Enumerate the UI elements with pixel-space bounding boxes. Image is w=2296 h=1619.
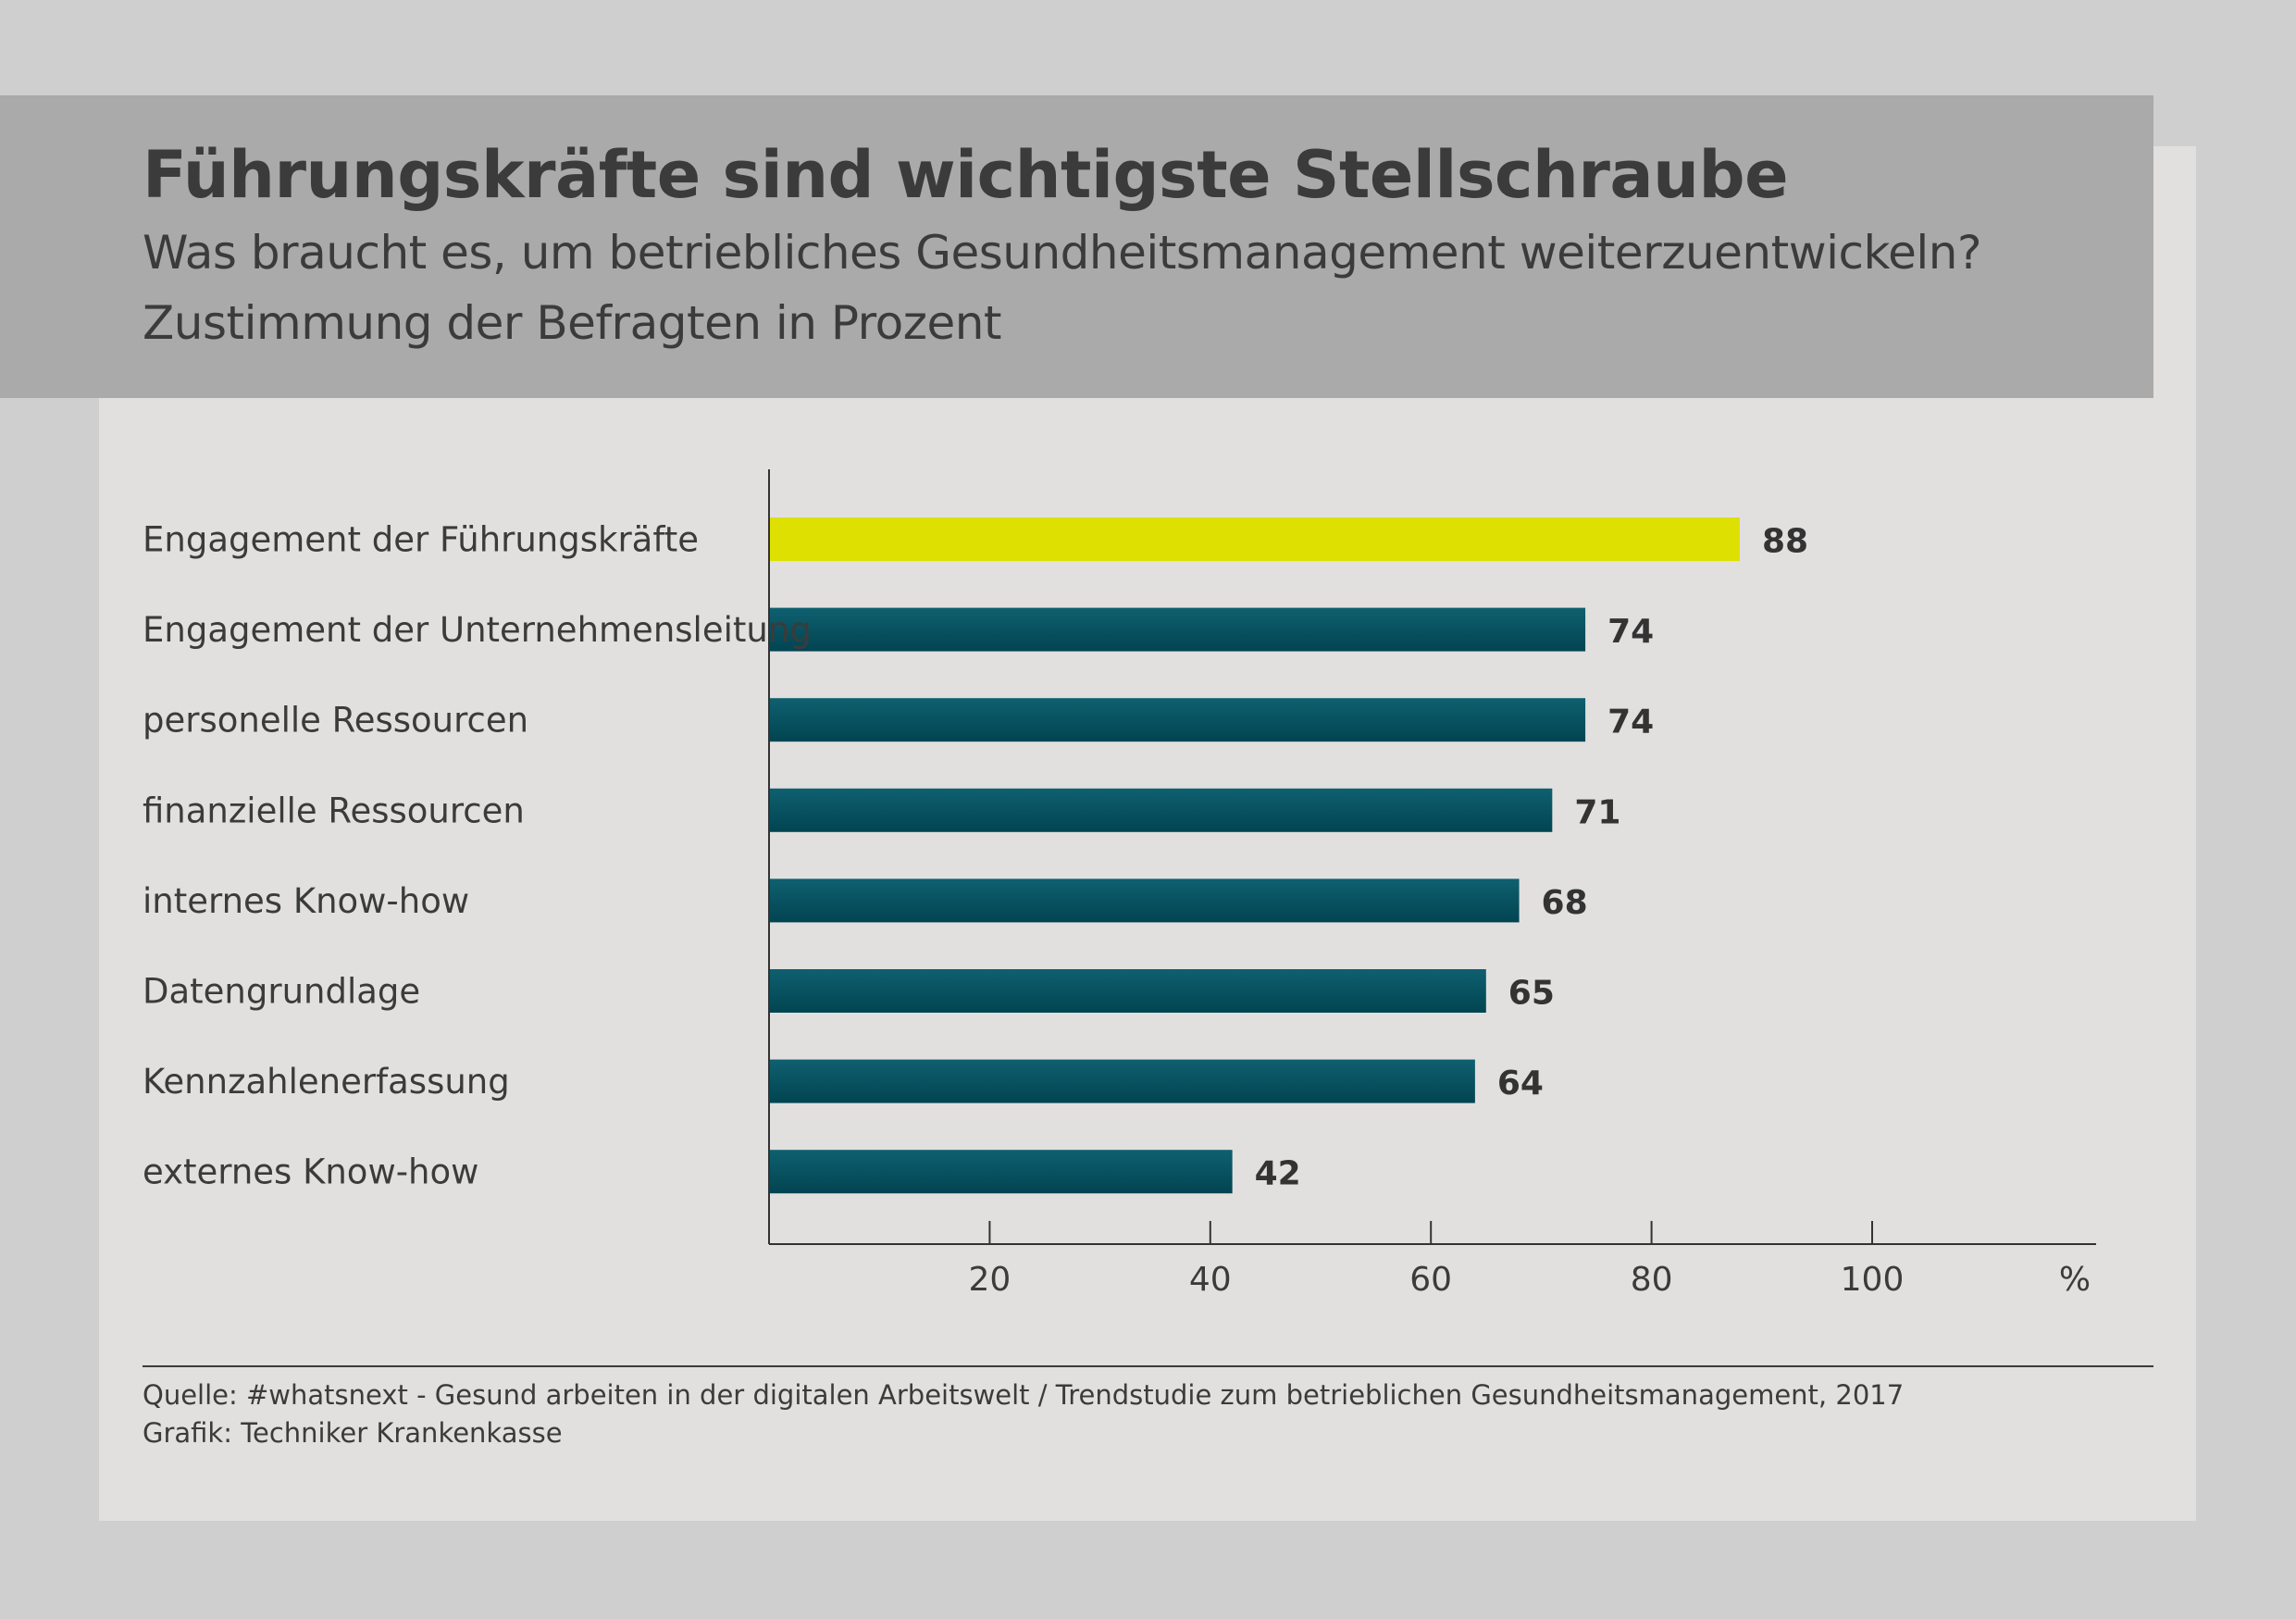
value-label: 74 (1607, 613, 1654, 651)
value-label: 42 (1255, 1155, 1301, 1193)
bar (769, 969, 1486, 1013)
x-tick-label: 60 (1409, 1261, 1452, 1299)
value-label: 64 (1497, 1065, 1544, 1102)
bar (769, 788, 1553, 832)
x-tick-label: 80 (1631, 1261, 1673, 1299)
category-label: Engagement der Unternehmensleitung (143, 610, 812, 650)
source-note: Quelle: #whatsnext - Gesund arbeiten in … (143, 1379, 1905, 1411)
chart-subtitle: Was braucht es, um betriebliches Gesundh… (143, 226, 1982, 280)
x-tick-label: 40 (1189, 1261, 1232, 1299)
x-tick-label: 100 (1841, 1261, 1905, 1299)
x-tick-label: 20 (968, 1261, 1011, 1299)
x-unit-label: % (2059, 1261, 2091, 1299)
category-label: Datengrundlage (143, 972, 420, 1012)
bar (769, 878, 1520, 923)
category-label: Kennzahlenerfassung (143, 1062, 510, 1102)
value-label: 88 (1762, 523, 1808, 561)
category-label: internes Know-how (143, 881, 469, 921)
bar (769, 1150, 1233, 1194)
value-label: 65 (1508, 975, 1555, 1013)
bars-layer: Engagement der Führungskräfte 88 Engagemen… (143, 517, 1808, 1194)
category-label: finanzielle Ressourcen (143, 791, 525, 830)
header-band (0, 95, 2153, 398)
axis-layer: 20 40 60 80 100% (768, 469, 2096, 1299)
chart-subtitle-unit: Zustimmung der Befragten in Prozent (143, 296, 1002, 350)
category-label: personelle Ressourcen (143, 701, 528, 741)
chart-title: Führungskräfte sind wichtigste Stellschr… (143, 137, 1789, 213)
value-label: 71 (1574, 793, 1620, 831)
value-label: 74 (1607, 704, 1654, 741)
bar (769, 607, 1586, 652)
category-label: externes Know-how (143, 1152, 478, 1192)
value-label: 68 (1542, 884, 1588, 922)
bar (769, 1059, 1475, 1103)
bar-highlighted (769, 517, 1740, 561)
footer-divider (143, 1365, 2153, 1367)
category-label: Engagement der Führungskräfte (143, 520, 699, 560)
credit-note: Grafik: Techniker Krankenkasse (143, 1417, 563, 1449)
bar (769, 698, 1586, 742)
